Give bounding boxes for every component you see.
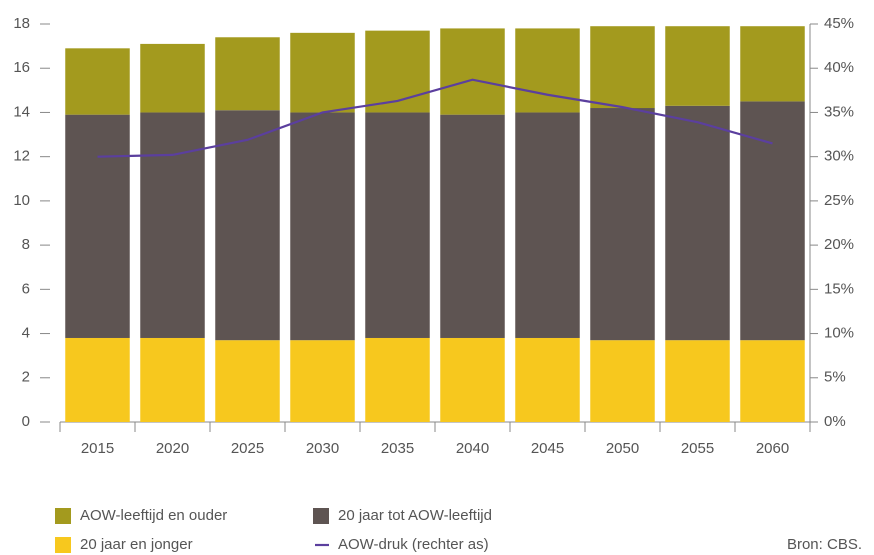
x-tick-label: 2050	[606, 440, 639, 457]
y-tick-label: 10	[13, 192, 30, 209]
legend-label: 20 jaar tot AOW-leeftijd	[338, 507, 492, 524]
source: Bron: CBS.	[787, 536, 862, 553]
y-tick-label: 0	[22, 413, 30, 430]
bar-segment	[590, 26, 655, 109]
y2-tick-label: 25%	[824, 192, 854, 209]
y2-tick-label: 10%	[824, 325, 854, 342]
y-tick-label: 8	[22, 236, 30, 253]
y2-tick-label: 40%	[824, 59, 854, 76]
bar-segment	[515, 337, 580, 422]
bar-segment	[215, 110, 280, 341]
bar-segment	[515, 112, 580, 338]
bar-segment	[665, 105, 730, 341]
y-tick-label: 2	[22, 369, 30, 386]
bar-segment	[290, 112, 355, 341]
y-tick-label: 14	[13, 103, 30, 120]
y-tick-label: 16	[13, 59, 30, 76]
legend-swatch	[55, 508, 71, 524]
bar-segment	[740, 101, 805, 341]
bar-segment	[290, 340, 355, 422]
bar-segment	[365, 337, 430, 422]
y-tick-label: 4	[22, 325, 30, 342]
bar-segment	[65, 48, 130, 115]
bar-segment	[365, 112, 430, 338]
bar-segment	[65, 337, 130, 422]
x-tick-label: 2015	[81, 440, 114, 457]
y2-tick-label: 20%	[824, 236, 854, 253]
bar-segment	[440, 114, 505, 338]
x-tick-label: 2020	[156, 440, 189, 457]
bar-segment	[215, 340, 280, 422]
y2-tick-label: 5%	[824, 369, 846, 386]
legend-label: 20 jaar en jonger	[80, 536, 193, 553]
bar-segment	[365, 30, 430, 113]
legend-label: AOW-leeftijd en ouder	[80, 507, 227, 524]
bar-segment	[140, 43, 205, 113]
y2-tick-label: 0%	[824, 413, 846, 430]
y2-tick-label: 45%	[824, 15, 854, 32]
y2-tick-label: 30%	[824, 148, 854, 165]
y-tick-label: 12	[13, 148, 30, 165]
bar-segment	[440, 337, 505, 422]
bar-segment	[740, 340, 805, 422]
x-tick-label: 2030	[306, 440, 339, 457]
y2-tick-label: 15%	[824, 280, 854, 297]
bar-segment	[65, 114, 130, 338]
bar-segment	[290, 32, 355, 113]
line	[97, 78, 773, 158]
y2-tick-label: 35%	[824, 103, 854, 120]
bar-segment	[440, 28, 505, 115]
legend-swatch	[55, 537, 71, 553]
bar-segment	[140, 112, 205, 338]
bar-segment	[215, 37, 280, 111]
bar-segment	[590, 340, 655, 422]
x-tick-label: 2035	[381, 440, 414, 457]
x-tick-label: 2045	[531, 440, 564, 457]
x-tick-label: 2025	[231, 440, 264, 457]
legend-swatch	[313, 508, 329, 524]
bar-segment	[740, 26, 805, 102]
bar-segment	[140, 337, 205, 422]
y-tick-label: 18	[13, 15, 30, 32]
bar-segment	[665, 26, 730, 106]
bar-segment	[515, 28, 580, 113]
bar-segment	[590, 108, 655, 341]
y-tick-label: 6	[22, 280, 30, 297]
x-tick-label: 2060	[756, 440, 789, 457]
x-tick-label: 2040	[456, 440, 489, 457]
legend-label: AOW-druk (rechter as)	[338, 536, 489, 553]
bar-segment	[665, 340, 730, 422]
x-tick-label: 2055	[681, 440, 714, 457]
